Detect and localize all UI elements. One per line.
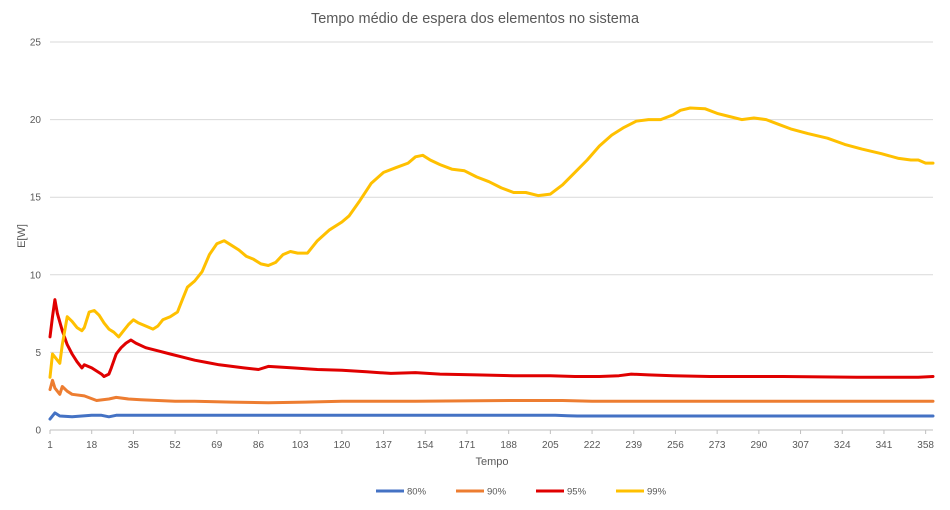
y-tick-label: 10 xyxy=(30,270,42,281)
x-tick-label: 52 xyxy=(170,440,182,451)
y-tick-label: 15 xyxy=(30,193,42,204)
x-tick-label: 1 xyxy=(47,440,53,451)
series-line-80pct xyxy=(48,411,935,421)
x-tick-label: 222 xyxy=(584,440,601,451)
x-tick-label: 205 xyxy=(542,440,559,451)
x-tick-label: 69 xyxy=(211,440,223,451)
y-axis-label: E[W] xyxy=(16,224,28,248)
legend-label: 95% xyxy=(567,487,587,498)
y-tick-label: 5 xyxy=(35,348,41,359)
x-tick-label: 188 xyxy=(500,440,517,451)
x-tick-label: 171 xyxy=(459,440,476,451)
y-tick-label: 20 xyxy=(30,115,42,126)
x-tick-label: 341 xyxy=(876,440,893,451)
x-tick-label: 103 xyxy=(292,440,309,451)
y-tick-label: 25 xyxy=(30,38,42,49)
legend-label: 99% xyxy=(647,487,667,498)
legend-label: 90% xyxy=(487,487,507,498)
x-tick-label: 154 xyxy=(417,440,434,451)
x-tick-label: 120 xyxy=(334,440,351,451)
x-tick-label: 18 xyxy=(86,440,98,451)
x-axis-label: Tempo xyxy=(475,456,508,468)
series-lines xyxy=(48,106,935,421)
x-tick-label: 239 xyxy=(625,440,642,451)
legend: 80% 90% 95% 99% xyxy=(376,487,667,498)
x-tick-label: 307 xyxy=(792,440,809,451)
chart-title: Tempo médio de espera dos elementos no s… xyxy=(311,11,640,27)
series-line-90pct xyxy=(48,378,935,405)
x-tick-label: 290 xyxy=(751,440,768,451)
x-tick-label: 256 xyxy=(667,440,684,451)
x-tick-label: 324 xyxy=(834,440,851,451)
x-tick-label: 358 xyxy=(917,440,934,451)
x-tick-label: 35 xyxy=(128,440,140,451)
series-line-99pct xyxy=(48,106,935,379)
y-tick-label: 0 xyxy=(35,426,41,437)
legend-label: 80% xyxy=(407,487,427,498)
x-tick-label: 86 xyxy=(253,440,265,451)
x-tick-label: 137 xyxy=(375,440,392,451)
x-tick-label: 273 xyxy=(709,440,726,451)
series-line-95pct xyxy=(48,298,935,379)
y-axis-ticks: 0 5 10 15 20 25 xyxy=(30,38,42,437)
x-axis-ticks: 1 18 35 52 69 86 103 120 137 154 171 188 205 222 239 25… xyxy=(47,430,934,451)
grid-lines xyxy=(50,41,933,353)
